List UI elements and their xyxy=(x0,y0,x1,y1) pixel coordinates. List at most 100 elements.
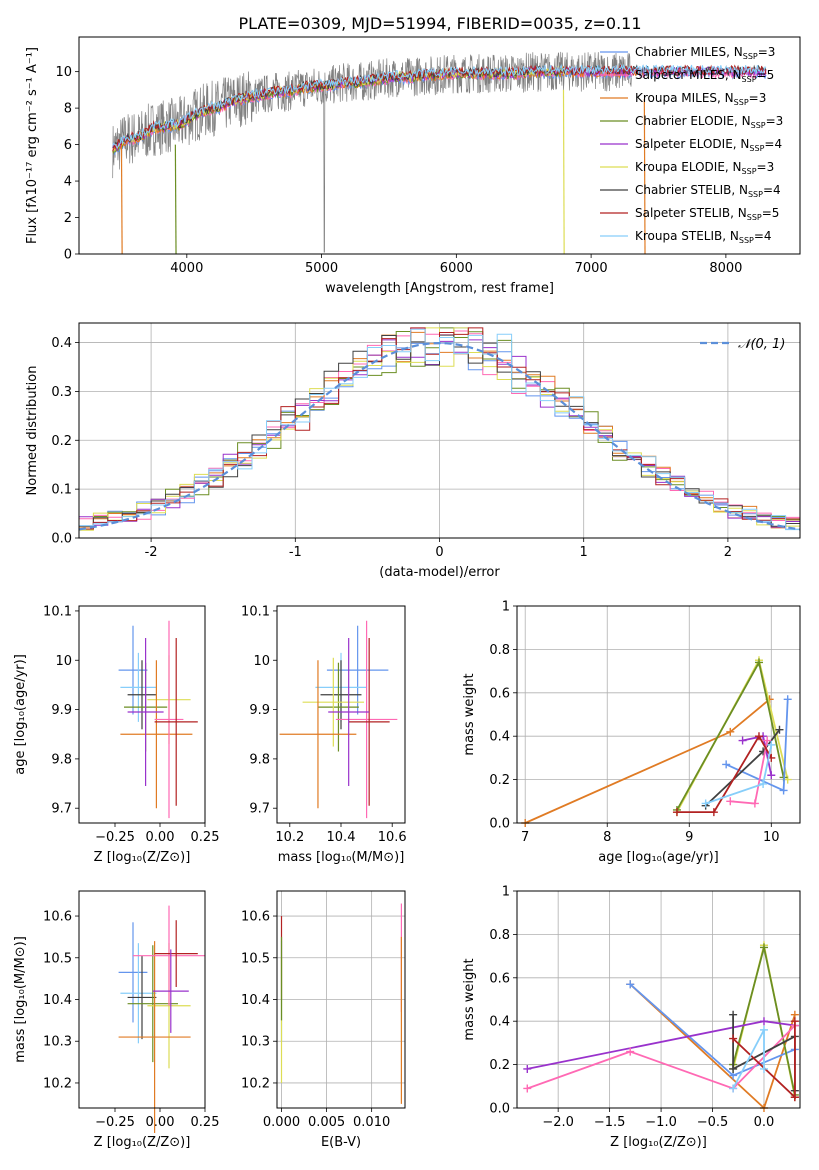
x-tick-label: −0.25 xyxy=(95,830,135,845)
weight-marker xyxy=(779,786,788,795)
legend-label: Kroupa MILES, NSSP=3 xyxy=(635,91,766,107)
y-tick-label: 10 xyxy=(253,654,270,669)
y-tick-label: 0 xyxy=(64,248,72,263)
mass_vs_Z-panel: −0.25 0.00 0.25 10.2 10.3 10.4 10.5 10.6 Z [log₁… xyxy=(13,890,219,1150)
y-tick-label: 10 xyxy=(55,654,72,669)
x-tick-label: −1.0 xyxy=(645,1115,677,1130)
x-tick-label: 7 xyxy=(521,830,529,845)
y-tick-label: 2 xyxy=(64,211,72,226)
x-tick-label: −2.0 xyxy=(542,1115,574,1130)
legend-label-sub: SSP xyxy=(743,52,758,61)
x-axis-label: wavelength [Angstrom, rest frame] xyxy=(325,281,554,296)
x-axis-label: Z [log₁₀(Z/Z⊙)] xyxy=(94,1135,191,1150)
legend-label: Chabrier MILES, NSSP=3 xyxy=(635,45,775,61)
x-tick-label: 1 xyxy=(580,545,588,560)
legend-label-tail: =3 xyxy=(757,160,775,174)
orange-dip-right xyxy=(643,98,646,254)
orange-dip-left xyxy=(120,144,123,254)
weight-marker xyxy=(523,1084,532,1093)
x-tick-label: 2 xyxy=(724,545,732,560)
y-tick-label: 0.0 xyxy=(51,532,72,547)
legend-label: Chabrier ELODIE, NSSP=3 xyxy=(635,114,783,130)
weight-marker xyxy=(775,725,784,734)
y-tick-label: 9.8 xyxy=(51,752,72,767)
legend-label-sub: SSP xyxy=(751,121,766,130)
x-tick-label: 5000 xyxy=(305,261,338,276)
x-tick-label: 0.010 xyxy=(353,1115,390,1130)
x-tick-label: 6000 xyxy=(440,261,473,276)
x-tick-label: 0.0 xyxy=(754,1115,775,1130)
legend-label-sub: SSP xyxy=(742,167,757,176)
x-tick-label: 8 xyxy=(603,830,611,845)
x-axis-label: (data-model)/error xyxy=(379,565,500,580)
x-axis-label: mass [log₁₀(M/M⊙)] xyxy=(278,850,405,865)
age_vs_Z-panel: −0.25 0.00 0.25 9.7 9.8 9.9 10 10.1 Z [log₁₀(Z/Z… xyxy=(13,604,219,865)
y-tick-label: 0.4 xyxy=(489,1015,510,1030)
legend-label: Kroupa ELODIE, NSSP=3 xyxy=(635,160,774,176)
weight-marker xyxy=(729,1034,738,1043)
weight-marker xyxy=(701,799,710,808)
axes-frame xyxy=(78,605,206,824)
legend-label-tail: =5 xyxy=(757,68,775,82)
y-tick-label: 10 xyxy=(55,65,72,80)
weight-marker xyxy=(759,943,768,952)
axes-frame xyxy=(516,890,801,1109)
y-tick-label: 9.7 xyxy=(249,802,270,817)
legend-label-sub: SSP xyxy=(742,75,757,84)
y-tick-label: 0.6 xyxy=(489,971,510,986)
x-tick-label: 10.6 xyxy=(378,830,407,845)
x-tick-label: −0.5 xyxy=(697,1115,729,1130)
y-tick-label: 10.4 xyxy=(43,993,72,1008)
weight-marker xyxy=(750,799,759,808)
y-tick-label: 0.6 xyxy=(489,686,510,701)
legend-label-text: Salpeter MILES, N xyxy=(635,68,742,82)
weight-marker xyxy=(754,732,763,741)
normal-reference-curve xyxy=(79,341,800,531)
y-tick-label: 0.4 xyxy=(489,730,510,745)
y-tick-label: 10.2 xyxy=(241,1076,270,1091)
x-tick-label: -1 xyxy=(289,545,302,560)
spectrum-panel: 4000 5000 6000 7000 8000 0 2 4 6 8 10 wavelength [A… xyxy=(25,36,801,296)
y-tick-label: 0.4 xyxy=(51,336,72,351)
weight-marker xyxy=(767,740,776,749)
weight-marker xyxy=(626,1047,635,1056)
legend-label-tail: =3 xyxy=(766,114,784,128)
y-tick-label: 9.9 xyxy=(249,703,270,718)
green-dip xyxy=(174,144,177,254)
legend-label-text: Kroupa STELIB, N xyxy=(635,229,739,243)
x-tick-label: 0.00 xyxy=(146,1115,175,1130)
legend-label-sub: SSP xyxy=(734,98,749,107)
x-tick-label: 10 xyxy=(763,830,780,845)
weight-marker xyxy=(767,771,776,780)
weight-marker xyxy=(783,775,792,784)
y-tick-label: 0.8 xyxy=(489,643,510,658)
legend-label-sub: SSP xyxy=(739,236,754,245)
mass_vs_ebv-panel: 0.000 0.005 0.010 10.2 10.3 10.4 10.5 10.6 E(B-V… xyxy=(241,890,406,1150)
weight-marker xyxy=(759,1025,768,1034)
axes-frame xyxy=(516,605,801,824)
model-line-8 xyxy=(112,63,767,150)
y-tick-label: 0.0 xyxy=(489,1102,510,1117)
y-axis-label: mass [log₁₀(M/M⊙)] xyxy=(13,936,28,1063)
mass_weight_vs_Z-panel: −2.0 −1.5 −1.0 −0.5 0.0 0.0 0.2 0.4 0.6 0.8 1 Z [lo… xyxy=(462,885,801,1150)
weight-marker xyxy=(729,1064,738,1073)
weight-marker xyxy=(626,980,635,989)
legend-label: Salpeter ELODIE, NSSP=4 xyxy=(635,137,782,153)
weight-marker xyxy=(738,736,747,745)
weight-marker xyxy=(790,1093,799,1102)
weight-marker xyxy=(729,1010,738,1019)
x-tick-label: 0.25 xyxy=(191,830,220,845)
legend-label-tail: =3 xyxy=(749,91,767,105)
y-axis-label: Flux [fλ10⁻¹⁷ erg cm⁻² s⁻¹ A⁻¹] xyxy=(25,47,40,244)
y-tick-label: 9.7 xyxy=(51,802,72,817)
y-tick-label: 0.1 xyxy=(51,483,72,498)
weight-marker xyxy=(783,695,792,704)
legend-label-tail: =4 xyxy=(754,229,772,243)
weight-marker xyxy=(763,736,772,745)
y-tick-label: 10.1 xyxy=(241,604,270,619)
x-axis-label: Z [log₁₀(Z/Z⊙)] xyxy=(94,850,191,865)
legend-label: Chabrier STELIB, NSSP=4 xyxy=(635,183,781,199)
axes-frame xyxy=(276,890,406,1109)
y-axis-label: age [log₁₀(age/yr)] xyxy=(13,654,28,775)
